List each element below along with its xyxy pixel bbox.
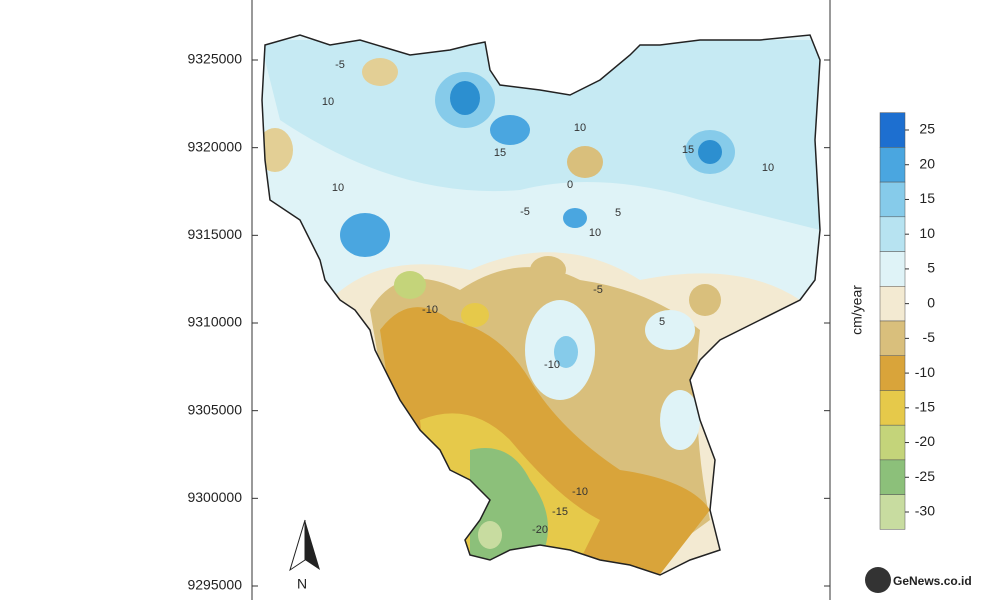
contour-label: -20 (532, 524, 548, 536)
y-tick-label: 9320000 (187, 138, 242, 154)
colorbar-tick-label: 0 (927, 294, 935, 310)
y-tick-label: 9300000 (187, 489, 242, 505)
colorbar-tick-label: 20 (919, 155, 935, 171)
contour-label: 5 (659, 316, 665, 328)
contour-label: 5 (615, 207, 621, 219)
contour-label: -5 (335, 59, 345, 71)
watermark: GeNews.co.id (865, 567, 972, 593)
north-arrow (289, 519, 320, 572)
colorbar-tick-label: -15 (915, 399, 935, 415)
y-tick-label: 9310000 (187, 314, 242, 330)
y-tick-label: 9315000 (187, 226, 242, 242)
colorbar-swatch (879, 147, 906, 183)
contour-label: 10 (574, 122, 586, 134)
y-tick-label: 9325000 (187, 51, 242, 67)
contour-label: -5 (593, 284, 603, 296)
colorbar-swatch (879, 112, 906, 148)
colorbar-tick-label: 10 (919, 225, 935, 241)
contour-label: 15 (494, 147, 506, 159)
contour-label: -10 (422, 304, 438, 316)
contour-label: 10 (589, 227, 601, 239)
contour-label: -10 (544, 359, 560, 371)
colorbar-swatch (879, 494, 906, 530)
contour-label: -10 (572, 486, 588, 498)
contour-label: -15 (552, 506, 568, 518)
contour-label: 0 (567, 179, 573, 191)
colorbar-swatch (879, 424, 906, 461)
colorbar-tick-label: 5 (927, 260, 935, 276)
y-tick-label: 9305000 (187, 401, 242, 417)
contour-label: -5 (520, 206, 530, 218)
y-tick-label: 9295000 (187, 577, 242, 593)
colorbar-tick-label: -5 (923, 329, 936, 345)
colorbar-swatch (879, 251, 906, 287)
colorbar-tick-label: -25 (915, 468, 935, 484)
colorbar-tick-label: 15 (919, 190, 935, 206)
contour-label: 10 (332, 182, 344, 194)
colorbar-label: cm/year (849, 285, 865, 335)
colorbar-swatch (879, 286, 906, 322)
colorbar-swatch (879, 390, 906, 426)
contour-label: 10 (762, 162, 774, 174)
colorbar-tick-label: -20 (915, 433, 935, 449)
colorbar-tick-label: -30 (915, 503, 935, 519)
colorbar-tick-label: 25 (919, 121, 935, 137)
colorbar-swatch (879, 216, 906, 252)
north-label: N (297, 576, 307, 592)
contour-label: 10 (322, 96, 334, 108)
colorbar-swatch (879, 459, 906, 495)
colorbar-swatch (879, 181, 906, 218)
contour-label: 15 (682, 144, 694, 156)
colorbar-tick-label: -10 (915, 364, 935, 380)
colorbar-swatch (879, 355, 906, 391)
colorbar-swatch (879, 320, 906, 356)
watermark-text: GeNews.co.id (893, 574, 972, 588)
